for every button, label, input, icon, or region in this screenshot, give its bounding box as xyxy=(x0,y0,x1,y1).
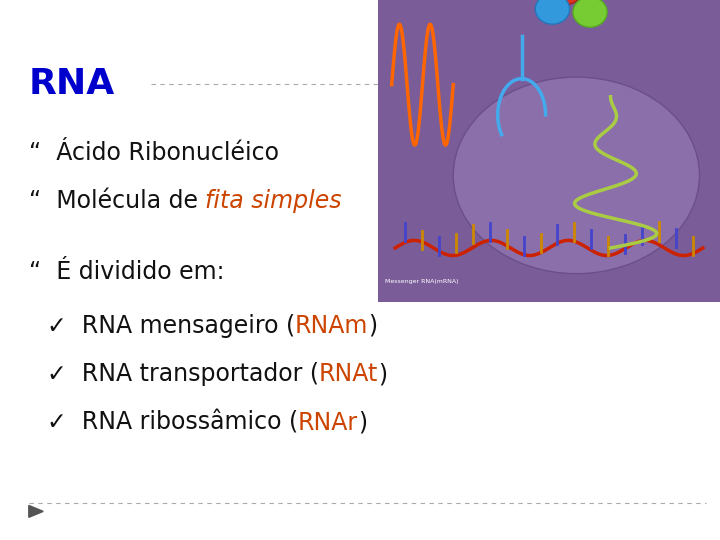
Ellipse shape xyxy=(454,77,700,274)
Text: fita simples: fita simples xyxy=(205,190,342,213)
Text: RNAr: RNAr xyxy=(298,411,358,435)
Ellipse shape xyxy=(573,0,607,27)
Text: RNA: RNA xyxy=(29,67,115,100)
Bar xyxy=(378,0,720,302)
Text: “  Ácido Ribonucléico: “ Ácido Ribonucléico xyxy=(29,141,279,165)
Ellipse shape xyxy=(551,0,582,4)
Text: ✓  RNA ribossâmico (: ✓ RNA ribossâmico ( xyxy=(47,411,298,435)
Text: ✓  RNA mensageiro (: ✓ RNA mensageiro ( xyxy=(47,314,295,338)
Text: ): ) xyxy=(369,314,377,338)
Text: Messenger RNA(mRNA): Messenger RNA(mRNA) xyxy=(384,279,459,284)
Text: RNAt: RNAt xyxy=(319,362,378,386)
Text: ✓  RNA transportador (: ✓ RNA transportador ( xyxy=(47,362,319,386)
Polygon shape xyxy=(29,505,43,517)
Text: ): ) xyxy=(358,411,367,435)
Text: RNAm: RNAm xyxy=(295,314,369,338)
Text: ): ) xyxy=(378,362,387,386)
Text: “  É dividido em:: “ É dividido em: xyxy=(29,260,225,284)
Ellipse shape xyxy=(536,0,570,24)
Text: “  Molécula de: “ Molécula de xyxy=(29,190,205,213)
